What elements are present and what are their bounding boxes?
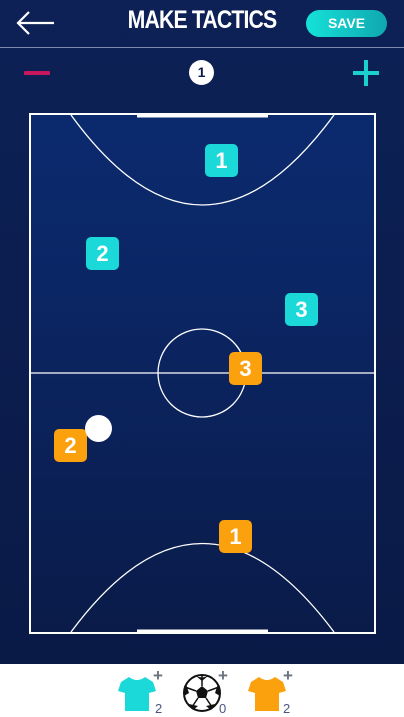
top-penalty-arc [70, 115, 335, 206]
home-player-count: 2 [155, 701, 163, 716]
away-player-1[interactable]: 1 [219, 520, 252, 553]
home-shirt-icon [118, 677, 156, 711]
ball-marker[interactable] [85, 415, 112, 442]
futsal-field[interactable] [29, 113, 376, 634]
add-plus: + [153, 666, 163, 685]
home-player-3[interactable]: 3 [285, 293, 318, 326]
away-player-3[interactable]: 3 [229, 352, 262, 385]
back-button[interactable] [14, 8, 58, 38]
away-player-2[interactable]: 2 [54, 429, 87, 462]
add-plus: + [283, 666, 293, 685]
add-away-player-button[interactable]: + 2 [247, 666, 297, 716]
home-player-1[interactable]: 1 [205, 144, 238, 177]
arrow-left-icon [16, 11, 54, 35]
page-title: MAKE TACTICS [127, 6, 278, 34]
header-divider [0, 47, 404, 48]
frame-number-badge[interactable]: 1 [189, 60, 214, 85]
remove-frame-button[interactable] [22, 60, 52, 86]
add-plus: + [218, 666, 228, 685]
bottom-penalty-arc [70, 542, 335, 632]
add-ball-button[interactable]: + 0 [182, 666, 232, 716]
ball-count: 0 [219, 701, 227, 716]
add-frame-button[interactable] [351, 58, 381, 88]
header: MAKE TACTICS SAVE [0, 0, 404, 47]
away-shirt-icon [248, 677, 286, 711]
field-markings [31, 115, 374, 632]
add-home-player-button[interactable]: + 2 [117, 666, 167, 716]
home-player-2[interactable]: 2 [86, 237, 119, 270]
save-button[interactable]: SAVE [306, 10, 387, 37]
bottom-toolbar: + 2 + 0 + 2 [0, 664, 404, 717]
soccer-ball-icon [183, 674, 221, 712]
away-player-count: 2 [283, 701, 291, 716]
tactics-board-screen: MAKE TACTICS SAVE 1 1 2 3 3 2 1 [0, 0, 404, 664]
